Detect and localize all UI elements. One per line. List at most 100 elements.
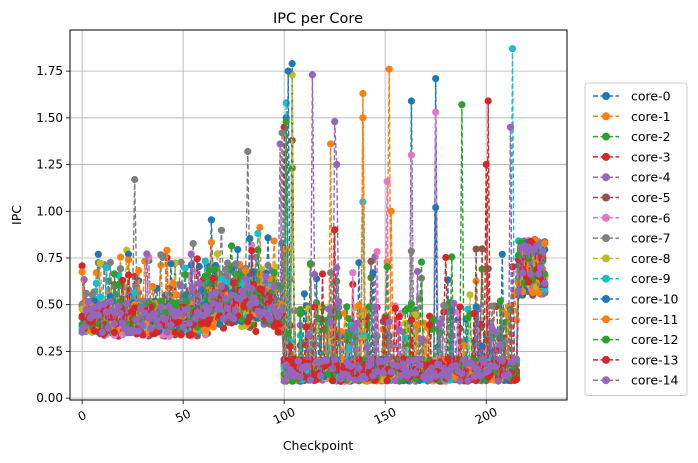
data-point bbox=[302, 323, 310, 331]
x-tick-label: 150 bbox=[372, 405, 399, 427]
data-point bbox=[151, 309, 159, 317]
legend-marker bbox=[602, 355, 610, 364]
legend-label: core-1 bbox=[631, 109, 671, 124]
data-point bbox=[248, 247, 256, 255]
data-point bbox=[118, 276, 127, 284]
data-point bbox=[496, 297, 504, 305]
data-point bbox=[415, 361, 424, 369]
data-point bbox=[434, 360, 442, 368]
data-point bbox=[310, 303, 319, 311]
data-point bbox=[458, 101, 466, 109]
data-point bbox=[351, 376, 359, 384]
data-point bbox=[96, 259, 104, 267]
data-point bbox=[329, 377, 337, 385]
x-tick-label: 50 bbox=[173, 406, 193, 425]
data-point bbox=[94, 250, 102, 258]
data-point bbox=[466, 291, 474, 299]
data-point bbox=[270, 269, 278, 277]
data-point bbox=[327, 140, 335, 148]
data-point bbox=[189, 240, 197, 248]
data-point bbox=[290, 307, 298, 315]
data-point bbox=[173, 291, 181, 299]
data-point bbox=[318, 270, 327, 278]
data-point bbox=[355, 364, 363, 372]
x-tick-label: 0 bbox=[76, 408, 89, 424]
data-point bbox=[488, 302, 496, 310]
data-point bbox=[256, 270, 264, 278]
data-point bbox=[387, 368, 395, 376]
data-point bbox=[490, 363, 498, 371]
data-point bbox=[537, 264, 545, 272]
data-point bbox=[369, 269, 377, 277]
data-point bbox=[452, 362, 460, 370]
data-point bbox=[207, 216, 215, 224]
data-point bbox=[232, 260, 240, 268]
data-point bbox=[478, 245, 486, 253]
data-point bbox=[110, 320, 118, 328]
legend-entry: core-11 bbox=[593, 312, 679, 327]
data-point bbox=[80, 276, 88, 284]
data-point bbox=[185, 319, 193, 327]
data-point bbox=[345, 345, 353, 353]
data-point bbox=[300, 290, 308, 298]
data-point bbox=[430, 315, 438, 324]
legend-entry: core-7 bbox=[593, 231, 671, 246]
legend-marker bbox=[602, 335, 610, 344]
data-point bbox=[335, 312, 343, 320]
data-point bbox=[82, 289, 90, 297]
data-point bbox=[104, 324, 112, 332]
data-point bbox=[230, 279, 238, 287]
data-point bbox=[110, 328, 118, 336]
data-point bbox=[149, 282, 157, 291]
data-point bbox=[407, 151, 415, 159]
data-point bbox=[403, 305, 411, 313]
data-point bbox=[432, 203, 440, 212]
axes-frame bbox=[69, 29, 568, 401]
data-point bbox=[252, 327, 260, 336]
data-point bbox=[355, 259, 363, 267]
legend-label: core-14 bbox=[631, 373, 679, 388]
data-point bbox=[308, 71, 316, 79]
legend-label: core-12 bbox=[631, 332, 679, 347]
data-point bbox=[331, 355, 339, 364]
data-point bbox=[498, 250, 506, 258]
data-point bbox=[512, 376, 521, 384]
data-point bbox=[448, 253, 456, 261]
data-point bbox=[472, 245, 480, 253]
data-point bbox=[254, 246, 262, 254]
chart-title: IPC per Core bbox=[273, 11, 363, 27]
data-point bbox=[413, 321, 422, 329]
y-tick-label: 0.75 bbox=[36, 251, 63, 265]
data-point bbox=[240, 302, 248, 310]
data-point bbox=[177, 331, 185, 339]
data-point bbox=[456, 377, 464, 385]
data-point bbox=[288, 60, 296, 68]
data-point bbox=[527, 270, 535, 278]
data-point bbox=[252, 299, 260, 307]
data-point bbox=[403, 325, 411, 333]
data-point bbox=[84, 298, 92, 306]
data-point bbox=[508, 263, 517, 271]
data-point bbox=[189, 284, 197, 292]
data-point bbox=[472, 303, 480, 311]
legend-label: core-11 bbox=[631, 312, 679, 327]
x-axis: 0 50 100 150 200 bbox=[76, 400, 500, 427]
data-point bbox=[282, 245, 290, 253]
legend-entry: core-8 bbox=[593, 251, 671, 266]
data-point bbox=[539, 247, 547, 255]
legend-entry: core-0 bbox=[593, 89, 671, 104]
data-point bbox=[294, 357, 302, 365]
legend-entry: core-14 bbox=[593, 373, 679, 388]
data-point bbox=[508, 45, 517, 53]
data-point bbox=[506, 123, 514, 131]
data-point bbox=[533, 242, 541, 250]
data-point bbox=[519, 269, 527, 277]
data-point bbox=[187, 250, 195, 258]
data-point bbox=[391, 377, 399, 385]
data-point bbox=[432, 372, 440, 380]
data-point bbox=[191, 315, 199, 323]
data-point bbox=[278, 306, 286, 314]
data-point bbox=[256, 223, 264, 232]
data-point bbox=[379, 369, 387, 377]
data-point bbox=[541, 239, 549, 247]
